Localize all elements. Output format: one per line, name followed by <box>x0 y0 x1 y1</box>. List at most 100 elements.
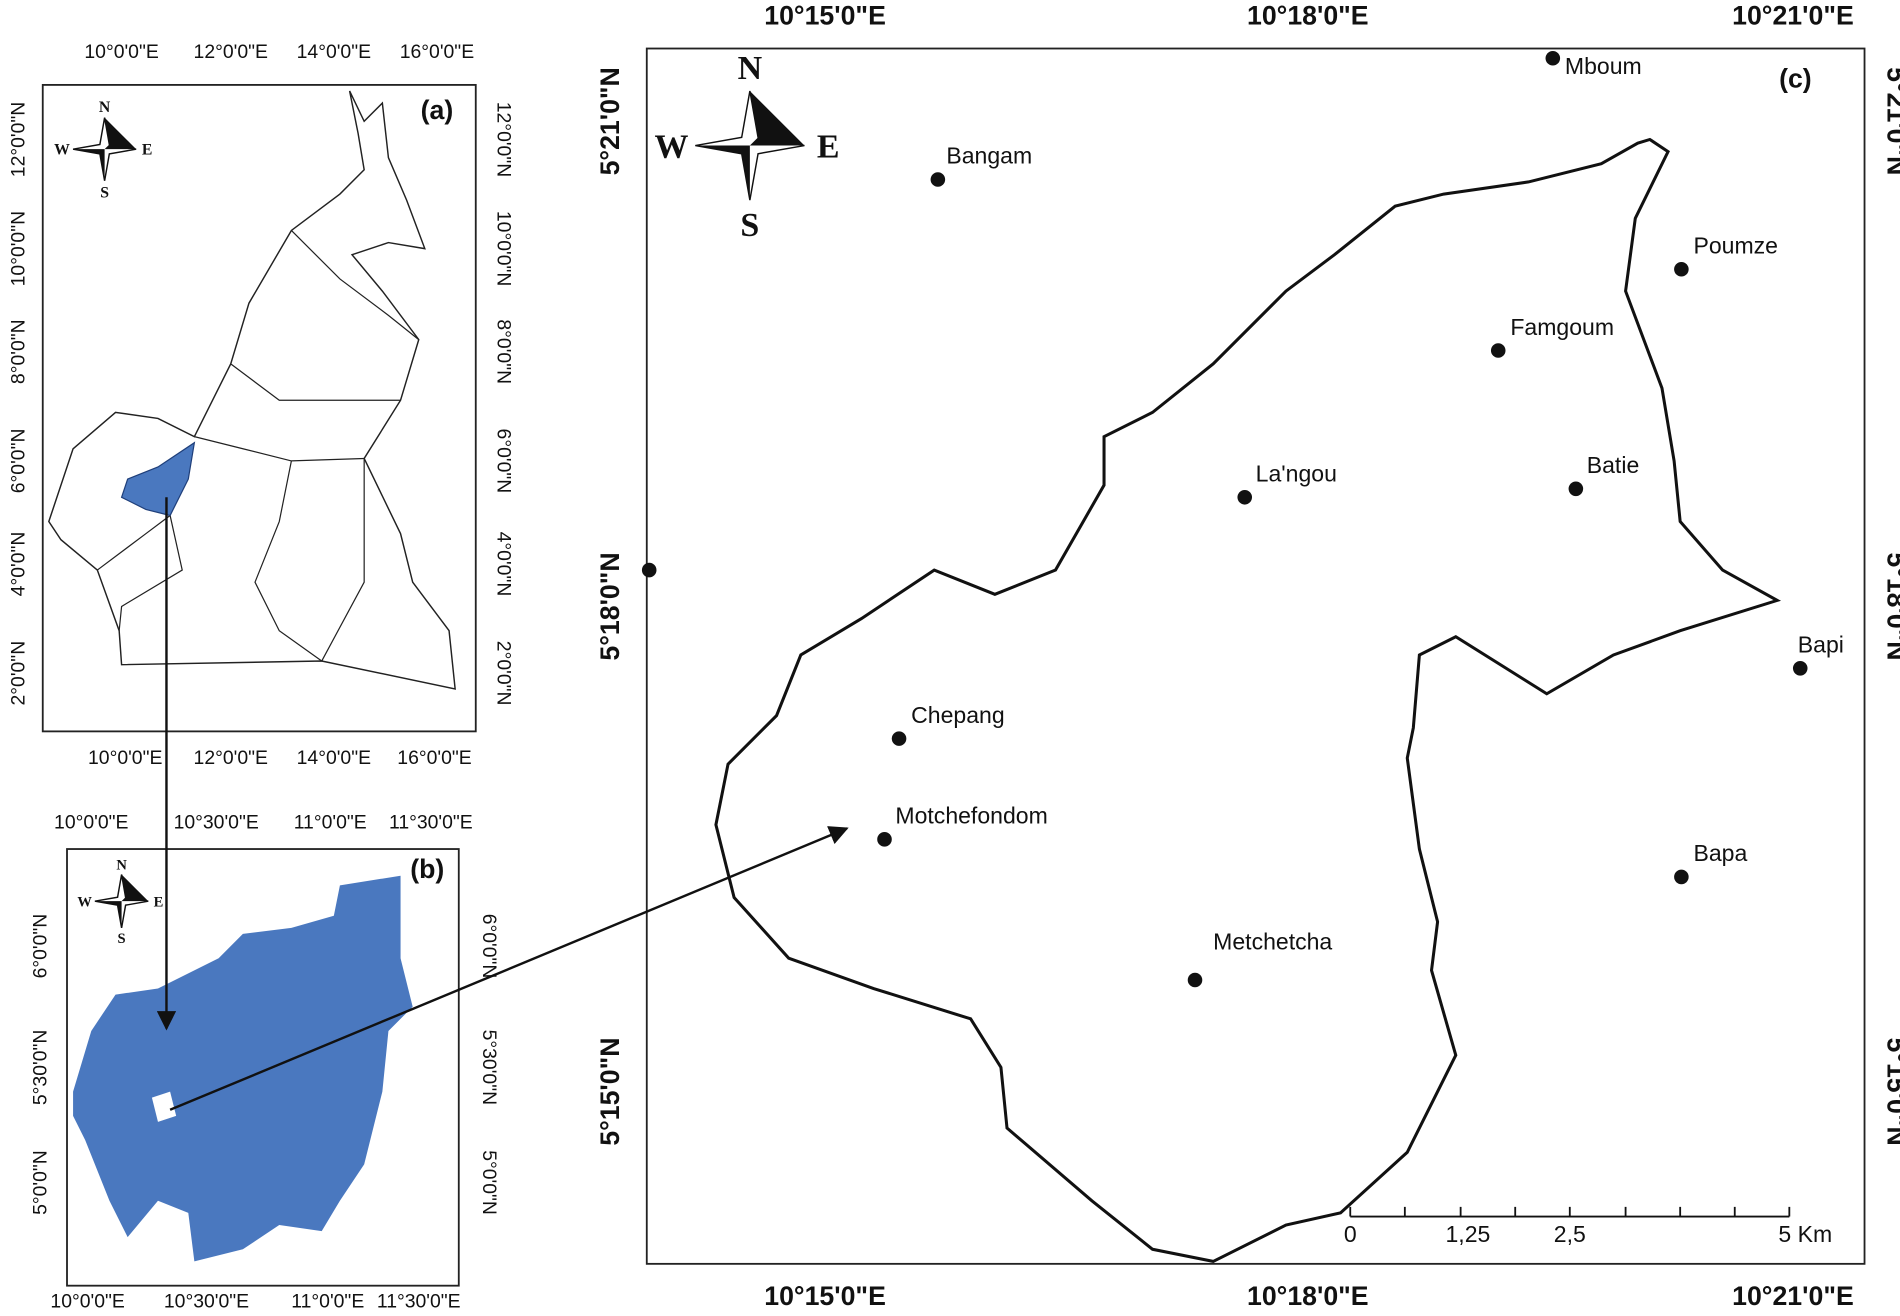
label: 11°30'0"E <box>377 1291 461 1313</box>
label: 8°0'0"N <box>8 319 30 384</box>
compass-n: N <box>738 50 763 87</box>
label: 5°15'0"N <box>595 1037 625 1145</box>
label: 10°15'0"E <box>764 0 886 30</box>
label: 4°0'0"N <box>8 532 30 597</box>
place-name: Motchefondom <box>895 803 1047 829</box>
compass-s: S <box>100 184 109 201</box>
compass-star <box>695 90 805 201</box>
region-border <box>321 458 365 662</box>
label: 14°0'0"E <box>297 41 371 63</box>
label: 5°30'0"N <box>478 1030 500 1105</box>
panel-label: (a) <box>421 95 454 125</box>
place-name: Metchetcha <box>1213 929 1332 955</box>
label: 10°0'0"N <box>493 211 515 286</box>
place-name: Batie <box>1587 452 1640 478</box>
label: 10°0'0"E <box>84 41 158 63</box>
label: 10°0'0"E <box>50 1291 124 1313</box>
label: 12°0'0"N <box>8 102 30 177</box>
static-layer <box>41 47 1866 1287</box>
label: 10°15'0"E <box>764 1281 886 1311</box>
label: 6°0'0"N <box>493 429 515 494</box>
catchment-boundary <box>714 137 1782 1264</box>
place-dot <box>1545 50 1561 66</box>
label: 5°18'0"N <box>1882 552 1900 660</box>
study-region <box>120 441 196 517</box>
compass-n: N <box>116 857 127 873</box>
label: 16°0'0"E <box>397 747 471 769</box>
region-border <box>230 363 401 401</box>
label: 5°0'0"N <box>29 1150 51 1215</box>
label: 5°15'0"N <box>1882 1037 1900 1145</box>
arrow <box>169 826 849 1111</box>
label: 10°18'0"E <box>1247 0 1369 30</box>
gap <box>151 1091 177 1122</box>
label: 5°18'0"N <box>595 552 625 660</box>
label: 12°0'0"N <box>493 102 515 177</box>
label: 10°18'0"E <box>1247 1281 1369 1311</box>
frame-b <box>66 848 460 1287</box>
region-border <box>96 514 183 631</box>
label: 10°0'0"E <box>88 747 162 769</box>
place-name: Famgoum <box>1510 314 1614 340</box>
label: 14°0'0"E <box>297 747 371 769</box>
place-dot <box>1674 869 1689 885</box>
compass-star <box>73 117 137 181</box>
label: 6°0'0"N <box>478 914 500 979</box>
label: 12°0'0"E <box>194 747 268 769</box>
place-dot <box>1674 261 1689 277</box>
label: 10°30'0"E <box>174 811 259 833</box>
place-dot <box>877 832 892 847</box>
label: 5°30'0"N <box>29 1030 51 1105</box>
place-dot <box>930 172 946 187</box>
label: 11°0'0"E <box>291 1291 364 1313</box>
label: 10°30'0"E <box>164 1291 249 1313</box>
label: 5°21'0"N <box>1882 67 1900 175</box>
place-name: Bapi <box>1798 632 1844 658</box>
compass-e: E <box>154 894 164 910</box>
scale-label: 1,25 <box>1445 1221 1490 1247</box>
place-dot <box>891 731 907 746</box>
label: 12°0'0"E <box>194 41 268 63</box>
label: 8°0'0"N <box>493 319 515 384</box>
label: 16°0'0"E <box>400 41 474 63</box>
label: 10°21'0"E <box>1732 0 1854 30</box>
label: 10°0'0"E <box>54 811 128 833</box>
compass-star <box>94 874 149 928</box>
label: 10°21'0"E <box>1732 1281 1854 1311</box>
label: 2°0'0"N <box>493 641 515 706</box>
label: 6°0'0"N <box>8 429 30 494</box>
place-name: La'ngou <box>1256 461 1337 487</box>
compass-s: S <box>118 931 126 947</box>
place-dot <box>1187 972 1203 988</box>
place-dot <box>1490 343 1506 358</box>
label: 2°0'0"N <box>8 641 30 706</box>
label: 5°21'0"N <box>595 67 625 175</box>
place-dot <box>1237 490 1253 505</box>
label: 6°0'0"N <box>29 914 51 979</box>
scale-label: 5 Km <box>1778 1221 1832 1247</box>
place-dot <box>1568 481 1584 497</box>
label: 5°0'0"N <box>478 1150 500 1215</box>
compass-n: N <box>99 99 111 116</box>
compass-w: W <box>54 142 70 159</box>
frame-a <box>41 83 477 733</box>
country-outline <box>48 90 456 690</box>
place-name: Bapa <box>1694 840 1748 866</box>
compass-w: W <box>77 894 92 910</box>
scale-label: 0 <box>1344 1221 1357 1247</box>
place-name: Mboum <box>1565 53 1642 79</box>
label: 11°30'0"E <box>389 811 473 833</box>
place-dot <box>641 562 657 578</box>
label: 10°0'0"N <box>8 211 30 286</box>
place-name: Bangam <box>946 143 1032 169</box>
frame-c <box>645 47 1866 1265</box>
compass-e: E <box>817 128 840 165</box>
panel-label: (b) <box>410 854 444 884</box>
region-border <box>290 230 420 341</box>
compass-e: E <box>142 142 153 159</box>
place-dot <box>1792 661 1808 676</box>
label: 4°0'0"N <box>493 532 515 597</box>
compass-s: S <box>740 207 759 244</box>
panel-label: (c) <box>1779 63 1812 93</box>
